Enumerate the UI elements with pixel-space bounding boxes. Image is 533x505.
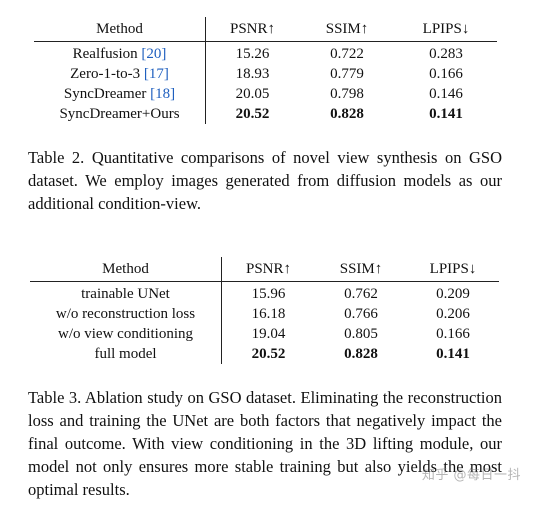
lpips-cell: 0.166 [436, 326, 470, 342]
column-header-lpips: LPIPS↓ [395, 17, 497, 42]
ssim-cell: 0.805 [344, 326, 378, 342]
method-cell: Zero-1-to-3 [17] [34, 64, 206, 84]
method-cell: w/o view conditioning [30, 324, 222, 344]
table-row: w/o view conditioning 19.04 0.805 0.166 [30, 324, 499, 344]
lpips-cell: 0.206 [436, 306, 470, 322]
citation-link[interactable]: [18] [150, 86, 176, 102]
lpips-cell: 0.141 [429, 106, 463, 122]
column-header-psnr: PSNR↑ [221, 257, 315, 282]
lpips-cell: 0.141 [436, 346, 470, 362]
psnr-cell: 16.18 [251, 306, 286, 322]
table-3: Method PSNR↑ SSIM↑ LPIPS↓ trainable UNet… [30, 257, 499, 364]
method-name: SyncDreamer [63, 86, 151, 102]
ssim-cell: 0.798 [330, 86, 364, 102]
method-cell: w/o reconstruction loss [30, 304, 222, 324]
psnr-cell: 20.05 [235, 86, 270, 102]
citation-link[interactable]: [17] [143, 66, 169, 82]
lpips-cell: 0.146 [429, 86, 463, 102]
table-row: Realfusion [20] 15.26 0.722 0.283 [34, 41, 497, 64]
psnr-cell: 15.96 [251, 286, 286, 302]
method-cell: trainable UNet [30, 281, 222, 304]
table-header-row: Method PSNR↑ SSIM↑ LPIPS↓ [34, 17, 497, 42]
ssim-cell: 0.762 [344, 286, 378, 302]
ssim-cell: 0.722 [330, 46, 364, 62]
column-header-psnr: PSNR↑ [205, 17, 299, 42]
citation-link[interactable]: [20] [141, 46, 167, 62]
table-3-caption: Table 3. Ablation study on GSO dataset. … [28, 388, 502, 499]
psnr-cell: 19.04 [251, 326, 286, 342]
method-cell: SyncDreamer+Ours [34, 104, 206, 124]
table-2: Method PSNR↑ SSIM↑ LPIPS↓ Realfusion [20… [34, 17, 497, 124]
lpips-cell: 0.209 [436, 286, 470, 302]
ssim-cell: 0.779 [330, 66, 364, 82]
column-header-ssim: SSIM↑ [299, 17, 395, 42]
table-row: SyncDreamer [18] 20.05 0.798 0.146 [34, 84, 497, 104]
method-cell: full model [30, 344, 222, 364]
method-name: Zero-1-to-3 [70, 66, 144, 82]
column-header-method: Method [34, 17, 206, 42]
method-name: SyncDreamer+Ours [59, 106, 180, 122]
table-header-row: Method PSNR↑ SSIM↑ LPIPS↓ [30, 257, 499, 282]
table-row: trainable UNet 15.96 0.762 0.209 [30, 281, 499, 304]
psnr-cell: 20.52 [251, 346, 286, 362]
psnr-cell: 15.26 [235, 46, 270, 62]
psnr-cell: 20.52 [235, 106, 270, 122]
ssim-cell: 0.828 [344, 346, 378, 362]
method-cell: SyncDreamer [18] [34, 84, 206, 104]
table-row: Zero-1-to-3 [17] 18.93 0.779 0.166 [34, 64, 497, 84]
method-cell: Realfusion [20] [34, 41, 206, 64]
watermark: 知乎 @每日一抖 [421, 468, 521, 483]
table-row: SyncDreamer+Ours 20.52 0.828 0.141 [34, 104, 497, 124]
method-name: Realfusion [72, 46, 142, 62]
lpips-cell: 0.283 [429, 46, 463, 62]
table-row: full model 20.52 0.828 0.141 [30, 344, 499, 364]
column-header-lpips: LPIPS↓ [407, 257, 499, 282]
ssim-cell: 0.766 [344, 306, 378, 322]
table-row: w/o reconstruction loss 16.18 0.766 0.20… [30, 304, 499, 324]
column-header-ssim: SSIM↑ [315, 257, 407, 282]
table-2-caption: Table 2. Quantitative comparisons of nov… [28, 148, 502, 213]
lpips-cell: 0.166 [429, 66, 463, 82]
ssim-cell: 0.828 [330, 106, 364, 122]
psnr-cell: 18.93 [235, 66, 270, 82]
column-header-method: Method [30, 257, 222, 282]
